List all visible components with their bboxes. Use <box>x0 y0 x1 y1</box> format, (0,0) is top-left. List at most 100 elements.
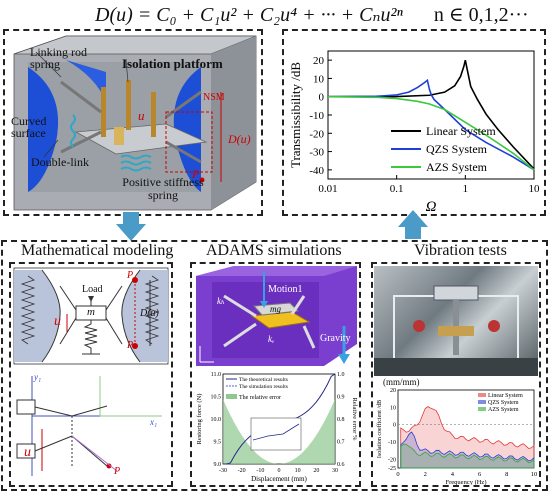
adams-x-tick: 20 <box>313 468 319 474</box>
adams-legend-sim: The simulation results <box>239 384 288 390</box>
x-tick-label: 0.01 <box>318 183 337 195</box>
vib-legend-swatch-1 <box>478 400 486 404</box>
label-double-link: Double-link <box>31 155 89 169</box>
adams-x-tick: -10 <box>256 468 264 474</box>
math-u2: u <box>24 445 31 460</box>
x-tick-label: 10 <box>529 183 541 195</box>
formula-domain: n ∈ 0,1,2··· <box>433 4 529 26</box>
adams-legend-theory: The theoretical results <box>239 377 288 383</box>
isolator-illustration <box>13 35 257 211</box>
x-tick-label: 1 <box>463 183 469 195</box>
adams-y-tick: 10.5 <box>211 395 222 401</box>
vib-x-tick: 2 <box>424 471 427 478</box>
adams-x-tick: 10 <box>295 468 301 474</box>
vib-x-tick: 0 <box>396 471 399 478</box>
y-tick-label: -20 <box>309 128 324 140</box>
adams-y-tick: 11.0 <box>211 372 221 378</box>
math-y1: y₁ <box>34 372 42 382</box>
legend-label-2: AZS System <box>426 160 488 174</box>
adams-x-label: Displacement (mm) <box>251 475 307 483</box>
adams-y-tick: 9.5 <box>214 440 222 446</box>
adams-x-tick: 0 <box>278 468 281 474</box>
adams-y-tick: 9.0 <box>214 462 222 468</box>
adams-y2-tick: 0.9 <box>337 395 345 401</box>
vib-frame <box>371 262 541 487</box>
adams-legend-err: The relative error <box>239 395 281 401</box>
formula-terms: D(u) = C₀ + C₁u² + C₂u⁴ + ··· + Cₙu²ⁿ <box>95 4 403 26</box>
math-p-bottom: P <box>127 340 134 351</box>
adams-x-tick: -30 <box>219 468 227 474</box>
math-u: u <box>54 314 61 329</box>
math-title: Mathematical modeling <box>21 242 174 259</box>
y-tick-label: 20 <box>313 55 325 67</box>
math-m: m <box>87 306 95 318</box>
adams-inset-line <box>252 423 300 441</box>
math-frame <box>9 262 173 487</box>
adams-x-tick: -20 <box>238 468 246 474</box>
y-tick-label: 0 <box>319 92 325 104</box>
adams-legend-err-swatch <box>226 394 237 399</box>
y-tick-label: -30 <box>309 147 324 159</box>
adams-y2-tick: 0.8 <box>337 417 345 423</box>
arrow-up <box>398 210 428 239</box>
series-line-1 <box>327 78 535 171</box>
vib-legend-label-1: QZS System <box>488 400 519 406</box>
label-isolation-platform: Isolation platform <box>122 56 223 71</box>
adams-y2-tick: 1.0 <box>337 372 345 378</box>
adams-y-tick: 10.0 <box>211 417 222 423</box>
label-positive-stiffness-spring: Positive stiffness spring <box>122 175 204 202</box>
math-load: Load <box>82 284 103 295</box>
adams-frame <box>190 262 361 487</box>
vib-y-tick: -10 <box>388 440 396 446</box>
y-tick-label: -40 <box>309 165 324 177</box>
series-line-2 <box>327 95 535 171</box>
adams-x-tick: 30 <box>332 468 338 474</box>
vib-series-1 <box>400 431 535 469</box>
adams-inset <box>250 417 302 451</box>
vib-legend-swatch-2 <box>478 407 486 411</box>
adams-model <box>196 266 357 366</box>
y-tick-label: 10 <box>313 73 325 85</box>
formula: D(u) = C₀ + C₁u² + C₂u⁴ + ··· + Cₙu²ⁿ n … <box>95 2 529 27</box>
vib-y-label: Isolation coefficient /dB <box>376 400 383 458</box>
adams-kh: kₕ <box>217 296 225 306</box>
vib-legend-label-0: Linear System <box>488 393 523 399</box>
label-nsm: NSM <box>203 92 225 103</box>
vib-y-tick: -20 <box>388 457 396 463</box>
math-du: D(u) <box>140 308 159 319</box>
vib-series-2 <box>400 443 535 469</box>
adams-title: ADAMS simulations <box>206 242 342 259</box>
math-diagram <box>13 267 169 476</box>
bottom-frame <box>1 240 548 491</box>
vib-y-tick: 10 <box>390 405 396 411</box>
y-axis-label: Transmissibility /dB <box>288 62 303 168</box>
label-du: D(u) <box>228 132 251 146</box>
adams-motion: Motion1 <box>268 284 303 295</box>
vib-x-label: Frequency (Hz) <box>446 479 487 485</box>
math-x1: x₁ <box>150 417 158 427</box>
vib-y-tick: -25 <box>388 466 396 472</box>
y-tick-label: -10 <box>309 110 324 122</box>
transmissibility-chart: 20 10 0 -10 -20 -30 -40 0.01 0.1 1 10 Ω Transmissibi… <box>288 50 541 214</box>
adams-y2-tick: 0.7 <box>337 440 345 446</box>
vib-x-tick: 6 <box>478 471 482 478</box>
vib-legend-label-2: AZS System <box>488 407 519 413</box>
label-u: u <box>138 108 145 123</box>
test-rig-detail <box>374 285 538 376</box>
label-linking-rod-spring: Linking rod spring <box>30 45 87 71</box>
adams-mg: mg <box>270 304 281 314</box>
adams-y2-label: Relative error % <box>351 398 358 442</box>
vib-y-tick: 20 <box>390 388 396 394</box>
adams-y-label: Restoring force (N) <box>196 394 203 445</box>
vib-x-tick: 8 <box>505 471 508 478</box>
math-p-top: P <box>127 270 134 281</box>
adams-y2-tick: 0.6 <box>337 462 345 468</box>
adams-kv: kᵥ <box>268 334 275 344</box>
vib-y-tick: 0 <box>393 423 396 429</box>
vib-x-tick: 4 <box>451 471 455 478</box>
adams-chart: -30 -20 -10 0 10 20 30 11.0 10.5 10.0 9.5 9.0 1.0 0.9… <box>196 372 358 483</box>
vib-title: Vibration tests <box>414 242 507 259</box>
legend-label-0: Linear System <box>426 124 496 138</box>
x-axis-label: Ω <box>426 199 437 214</box>
